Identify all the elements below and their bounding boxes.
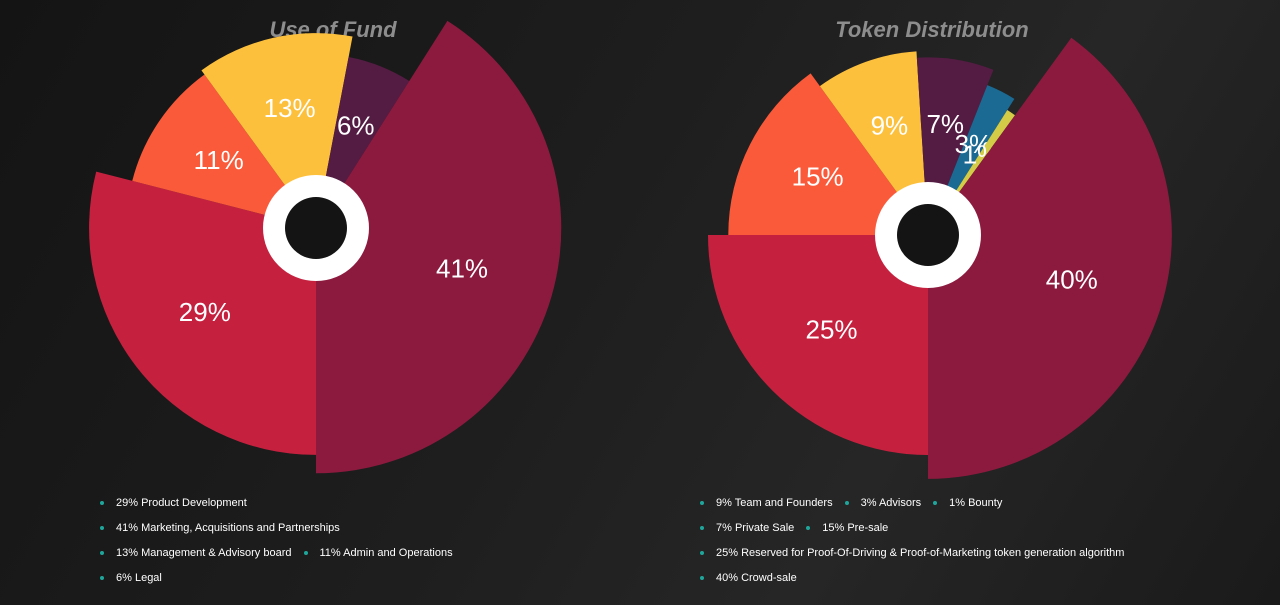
slice-label: 6% <box>337 111 375 141</box>
slice-label: 9% <box>871 111 909 141</box>
legend-item: 11% Admin and Operations <box>303 540 453 565</box>
legend-item: 40% Crowd-sale <box>700 565 797 590</box>
slice-label: 41% <box>436 253 488 283</box>
legend-dot <box>700 500 704 505</box>
legend-dot <box>933 500 938 505</box>
legend-text: 11% Admin and Operations <box>319 546 453 559</box>
slice-label: 13% <box>264 93 316 123</box>
legend-text: 6% Legal <box>116 571 162 584</box>
legend-text: 3% Advisors <box>860 496 922 509</box>
legend-text: 25% Reserved for Proof-Of-Driving & Proo… <box>716 546 1125 559</box>
legend-item: 25% Reserved for Proof-Of-Driving & Proo… <box>700 540 1124 565</box>
legend-dot <box>700 550 704 555</box>
legend-item: 9% Team and Founders <box>700 490 833 515</box>
slice-label: 40% <box>1046 265 1098 295</box>
slice-label: 15% <box>792 162 844 192</box>
legend-text: 40% Crowd-sale <box>716 571 797 584</box>
chart-title: Token Distribution <box>835 17 1029 42</box>
legend-text: 29% Product Development <box>116 496 247 509</box>
legend: 29% Product Development 41% Marketing, Ac… <box>100 490 510 590</box>
legend-item: 15% Pre-sale <box>806 515 888 540</box>
legend-text: 9% Team and Founders <box>716 496 833 509</box>
legend-item: 6% Legal <box>100 565 162 590</box>
legend-item: 1% Bounty <box>933 490 1002 515</box>
legend-dot <box>303 550 308 555</box>
legend: 9% Team and Founders 3% Advisors 1% Bounty… <box>700 490 1124 590</box>
legend-text: 41% Marketing, Acquisitions and Partners… <box>116 521 340 534</box>
pie-slice <box>728 73 928 235</box>
pie-slice <box>819 51 928 235</box>
slice-label: 11% <box>194 145 244 175</box>
legend-dot <box>100 500 104 505</box>
legend-item: 7% Private Sale <box>700 515 794 540</box>
legend-text: 1% Bounty <box>949 496 1003 509</box>
legend-dot <box>100 525 104 530</box>
legend-dot <box>100 575 104 580</box>
legend-dot <box>806 525 811 530</box>
pie-slice <box>89 171 316 455</box>
slice-label: 25% <box>806 314 858 344</box>
slice-label: 29% <box>179 297 231 327</box>
legend-text: 7% Private Sale <box>716 521 795 534</box>
pie-slice <box>928 37 1172 479</box>
donut-hole <box>285 197 347 259</box>
legend-item: 13% Management & Advisory board <box>100 540 292 565</box>
legend-item: 41% Marketing, Acquisitions and Partners… <box>100 515 340 540</box>
legend-item: 29% Product Development <box>100 490 247 515</box>
legend-dot <box>844 500 849 505</box>
legend-item: 3% Advisors <box>844 490 922 515</box>
legend-text: 15% Pre-sale <box>822 521 889 534</box>
legend-dot <box>700 575 704 580</box>
legend-dot <box>700 525 704 530</box>
legend-dot <box>100 550 104 555</box>
legend-text: 13% Management & Advisory board <box>116 546 292 559</box>
donut-hole <box>897 204 959 266</box>
pie-slice <box>316 20 562 474</box>
slice-label: 7% <box>926 109 964 139</box>
pie-slice <box>708 235 928 455</box>
pie-slice <box>132 74 316 228</box>
